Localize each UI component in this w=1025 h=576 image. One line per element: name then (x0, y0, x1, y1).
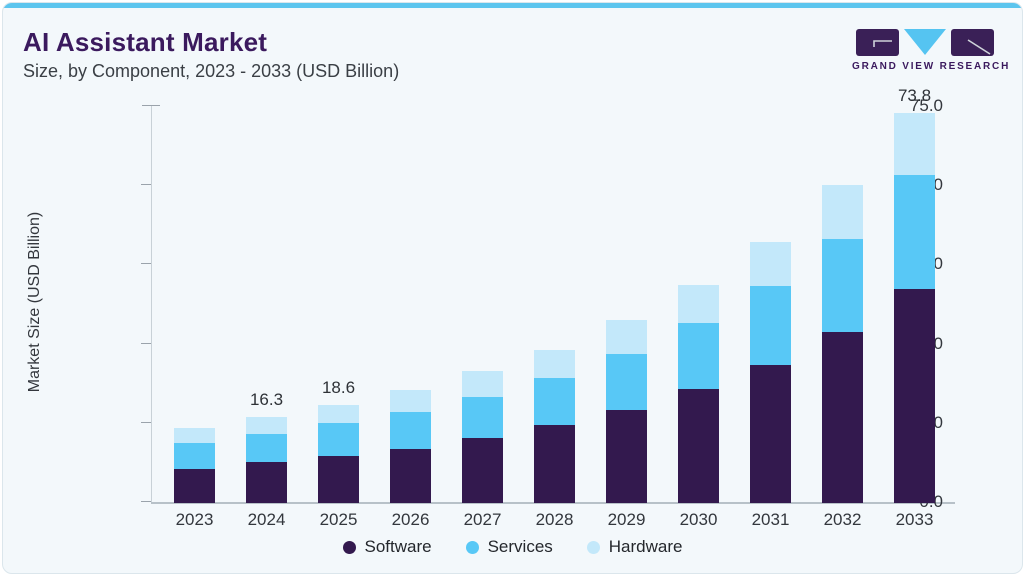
page-title: AI Assistant Market (23, 27, 268, 57)
bar-group-2025: 18.6 2025 (318, 107, 359, 529)
x-tick-label-2023: 2023 (175, 510, 214, 529)
x-tick-label-2030: 2030 (679, 510, 718, 529)
bar-group-2029: 2029 (606, 107, 647, 529)
bar-segment-software-2024 (246, 462, 287, 503)
bar-segment-software-2027 (462, 438, 503, 503)
x-tick-label-2031: 2031 (751, 510, 790, 529)
bar-segment-hardware-2031 (750, 241, 791, 286)
y-tick-60.0 (141, 184, 151, 186)
bar-segment-services-2027 (462, 396, 503, 439)
bar-group-2024: 16.3 2024 (246, 107, 287, 529)
chart-legend: Software Services Hardware (3, 537, 1022, 557)
legend-label: Services (487, 537, 553, 556)
accent-top-strip (3, 3, 1022, 8)
bar-segment-hardware-2032 (822, 185, 863, 240)
bar-group-2028: 2028 (534, 107, 575, 529)
legend-item-services: Services (465, 537, 553, 557)
legend-label: Software (364, 537, 432, 556)
bar-group-2033: 73.8 2033 (894, 86, 935, 529)
x-tick-label-2032: 2032 (823, 510, 862, 529)
bar-total-label-2025: 18.6 (321, 377, 356, 397)
x-tick-label-2026: 2026 (391, 510, 430, 529)
bar-segment-software-2032 (822, 332, 863, 503)
bar-segment-software-2030 (678, 389, 719, 503)
legend-dot-icon (342, 540, 356, 554)
plot-area: 75.060.045.030.015.00.0202316.3202418.62… (141, 86, 957, 529)
bar-segment-software-2033 (894, 289, 935, 503)
bar-segment-software-2025 (318, 456, 359, 503)
y-axis-title: Market Size (USD Billion) (26, 211, 43, 393)
bar-segment-services-2028 (534, 377, 575, 426)
x-tick-label-2027: 2027 (463, 510, 502, 529)
bar-segment-software-2031 (750, 364, 791, 503)
bar-group-2026: 2026 (390, 107, 431, 529)
bar-segment-services-2032 (822, 239, 863, 333)
y-tick-45.0 (141, 263, 151, 265)
bar-segment-hardware-2027 (462, 371, 503, 397)
legend-dot-icon (586, 540, 600, 554)
bar-group-2023: 2023 (174, 107, 215, 529)
bar-group-2027: 2027 (462, 107, 503, 529)
page-subtitle: Size, by Component, 2023 - 2033 (USD Bil… (23, 61, 400, 81)
bar-segment-software-2028 (534, 425, 575, 503)
bar-segment-services-2023 (174, 442, 215, 469)
y-tick-0.0 (141, 501, 151, 502)
x-tick-label-2033: 2033 (895, 510, 934, 529)
bar-segment-software-2023 (174, 468, 215, 503)
bar-segment-services-2030 (678, 323, 719, 390)
bar-segment-hardware-2023 (174, 428, 215, 443)
bar-segment-services-2031 (750, 286, 791, 365)
bar-segment-services-2033 (894, 175, 935, 290)
x-tick-label-2029: 2029 (607, 510, 646, 529)
bar-segment-hardware-2024 (246, 416, 287, 435)
y-tick-15.0 (141, 421, 151, 423)
legend-dot-icon (465, 540, 479, 554)
x-tick-label-2028: 2028 (535, 510, 574, 529)
bar-segment-software-2026 (390, 448, 431, 503)
bar-segment-software-2029 (606, 409, 647, 503)
legend-item-hardware: Hardware (586, 537, 683, 557)
legend-item-software: Software (342, 537, 432, 557)
y-axis-line (151, 105, 152, 503)
x-tick-label-2024: 2024 (247, 510, 286, 529)
brand-logo: GRAND VIEW RESEARCH (852, 27, 1011, 72)
legend-label: Hardware (608, 537, 683, 556)
bar-group-2032: 2032 (822, 107, 863, 529)
brand-logo-text: GRAND VIEW RESEARCH (852, 61, 1011, 72)
bar-segment-hardware-2033 (894, 113, 935, 176)
bar-group-2031: 2031 (750, 107, 791, 529)
bar-segment-services-2025 (318, 423, 359, 457)
bar-segment-hardware-2030 (678, 285, 719, 324)
gvr-logo-icon (856, 29, 994, 56)
bar-segment-services-2029 (606, 353, 647, 410)
bar-segment-services-2024 (246, 434, 287, 463)
x-tick-label-2025: 2025 (319, 510, 358, 529)
y-tick-label: 75.0 (909, 96, 943, 115)
y-tick-75.0 (142, 105, 160, 106)
bar-segment-services-2026 (390, 411, 431, 449)
x-axis-line (151, 502, 955, 504)
bar-group-2030: 2030 (678, 107, 719, 529)
bar-segment-hardware-2025 (318, 404, 359, 424)
bar-segment-hardware-2029 (606, 319, 647, 354)
bar-segment-hardware-2026 (390, 390, 431, 412)
y-tick-30.0 (141, 342, 151, 344)
bar-total-label-2033: 73.8 (897, 86, 932, 106)
bar-segment-hardware-2028 (534, 349, 575, 378)
bar-total-label-2024: 16.3 (249, 389, 284, 409)
